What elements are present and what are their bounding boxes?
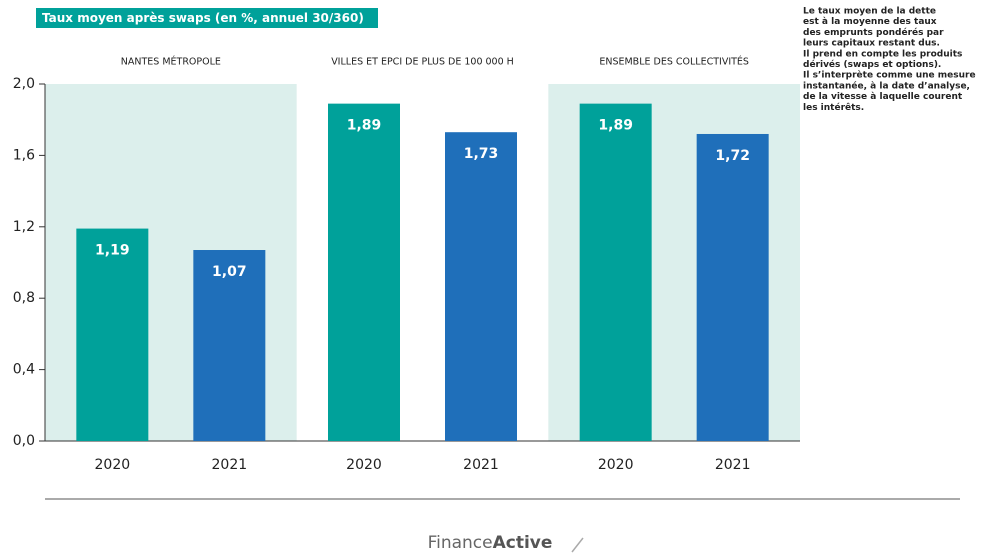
logo-part: Active (493, 533, 553, 553)
annotation-line: Il prend en compte les produits (803, 49, 962, 59)
chart-title: Taux moyen après swaps (en %, annuel 30/… (42, 11, 364, 25)
value-label: 1,72 (715, 148, 750, 164)
y-tick-label: 0,4 (13, 362, 35, 378)
bar (579, 103, 652, 441)
x-tick-label: 2020 (598, 457, 634, 473)
bar (193, 250, 266, 441)
bar (328, 103, 400, 441)
annotation-line: est à la moyenne des taux (803, 17, 937, 27)
x-tick-label: 2020 (95, 457, 131, 473)
annotation-line: Il s’interprète comme une mesure (803, 70, 976, 81)
y-tick-label: 0,8 (13, 290, 35, 306)
y-tick-label: 0,0 (13, 433, 35, 449)
x-tick-label: 2021 (212, 457, 248, 473)
x-tick-label: 2021 (463, 457, 499, 473)
value-label: 1,89 (347, 118, 382, 134)
x-tick-label: 2021 (715, 457, 751, 473)
value-label: 1,73 (464, 146, 499, 162)
annotation-line: de la vitesse à laquelle courent (803, 92, 963, 102)
value-label: 1,19 (95, 243, 130, 259)
bar (76, 228, 149, 441)
group-label: VILLES ET EPCI DE PLUS DE 100 000 H (331, 57, 514, 68)
logo: FinanceActive (428, 533, 553, 553)
bar (445, 132, 517, 441)
annotation-line: des emprunts pondérés par (803, 27, 944, 38)
logo-slash (571, 537, 584, 553)
y-tick-label: 1,2 (13, 219, 35, 235)
value-label: 1,07 (212, 264, 247, 280)
annotation-line: leurs capitaux restant dus. (803, 39, 940, 49)
group-label: ENSEMBLE DES COLLECTIVITÉS (599, 56, 749, 68)
bar (696, 133, 769, 442)
annotation-line: Le taux moyen de la dette (803, 7, 936, 17)
annotation-line: instantanée, à la date d’analyse, (803, 80, 970, 91)
annotation-line: dérivés (swaps et options). (803, 59, 941, 70)
group-label: NANTES MÉTROPOLE (121, 56, 221, 68)
y-tick-label: 2,0 (13, 76, 35, 92)
y-tick-label: 1,6 (13, 147, 35, 163)
value-label: 1,89 (598, 118, 633, 134)
x-tick-label: 2020 (346, 457, 382, 473)
annotation-line: les intérêts. (803, 102, 864, 113)
title-box (36, 8, 378, 28)
logo-part: Finance (428, 533, 493, 553)
